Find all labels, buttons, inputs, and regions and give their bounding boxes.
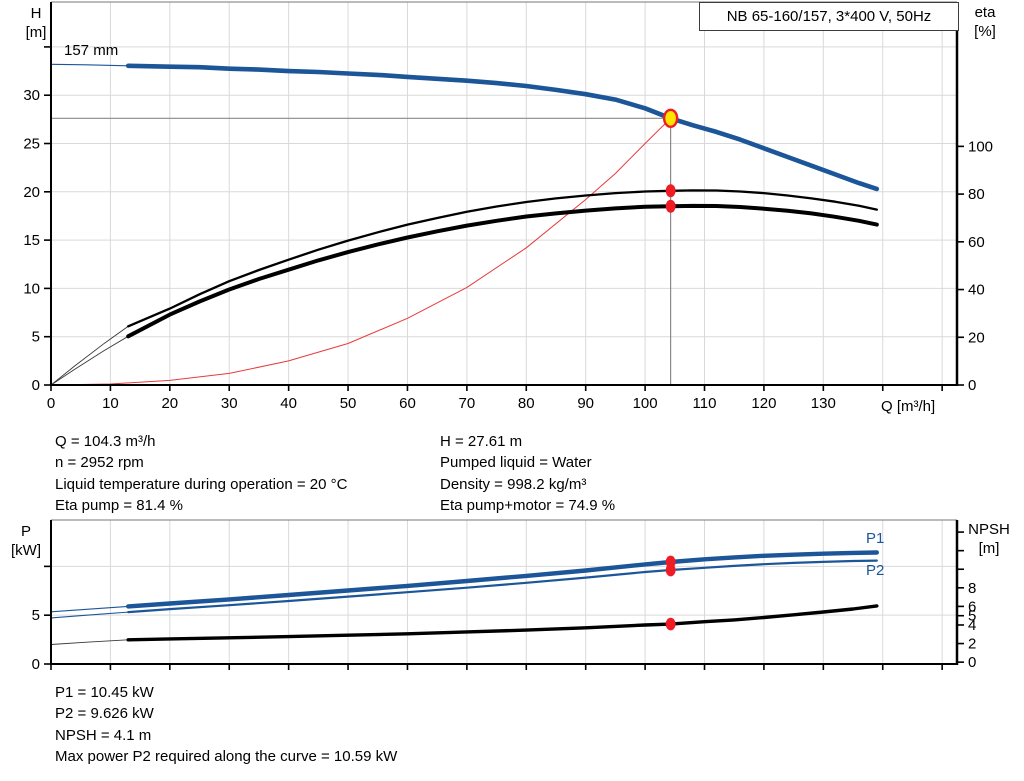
y-left-tick-label: 5 (32, 329, 40, 346)
power-info: P1 = 10.45 kW P2 = 9.626 kW NPSH = 4.1 m… (55, 682, 397, 767)
y-right-tick-label: 80 (968, 186, 985, 203)
npsh-point (665, 617, 676, 631)
y-right-tick-label: 6 (968, 598, 976, 615)
y-left-tick-label: 5 (32, 607, 40, 624)
eta-pump-motor-curve (126, 203, 879, 339)
p1-curve-lead (50, 605, 129, 613)
eta-pump-motor-lead (50, 335, 129, 386)
p2-curve-lead (50, 611, 129, 619)
x-tick-label: 50 (340, 395, 357, 412)
pumped-liquid-value: Pumped liquid = Water (440, 454, 592, 472)
y-right-tick-label: 100 (968, 138, 993, 155)
y-right-tick-label: 0 (968, 654, 976, 671)
x-tick-label: 80 (518, 395, 535, 412)
eta-pump-value: Eta pump = 81.4 % (55, 496, 183, 514)
y-right-tick-label: 4 (968, 617, 976, 634)
y-right-tick-label: 60 (968, 234, 985, 251)
p1-curve (125, 550, 879, 609)
x-tick-label: 0 (47, 395, 55, 412)
x-tick-label: 40 (280, 395, 297, 412)
qh-curve-lead (50, 63, 129, 67)
density-value: Density = 998.2 kg/m³ (440, 475, 587, 493)
h-axis-label: H [m] (25, 5, 47, 41)
x-tick-label: 60 (399, 395, 416, 412)
flow-value: Q = 104.3 m³/h (55, 433, 156, 450)
y-right-tick-label: 0 (968, 377, 976, 394)
liquid-temperature-value: Liquid temperature during operation = 20… (55, 475, 348, 493)
eta-pump-lead (50, 325, 129, 386)
x-tick-label: 10 (102, 395, 119, 412)
duty-point (662, 108, 679, 129)
p-axis-label: P [kW] (11, 523, 41, 559)
y-left-tick-label: 10 (23, 280, 40, 297)
y-right-tick-label: 40 (968, 282, 985, 299)
eta-pump-motor-point (665, 199, 676, 213)
y-left-tick-label: 0 (32, 656, 40, 673)
eta-pump-motor-value: Eta pump+motor = 74.9 % (440, 496, 616, 514)
eta-axis-label: eta [%] (974, 4, 996, 40)
duty-info-left: Q = 104.3 m³/h n = 2952 rpm Liquid tempe… (55, 431, 347, 516)
impeller-diameter-label: 157 mm (64, 42, 119, 59)
p2-curve-label: P2 (866, 562, 885, 579)
x-tick-label: 100 (633, 395, 658, 412)
y-left-tick-label: 25 (23, 136, 40, 153)
max-power-value: Max power P2 required along the curve = … (55, 747, 398, 765)
y-right-tick-label: 8 (968, 580, 976, 597)
npsh-axis-label: NPSH [m] (968, 521, 1010, 557)
system-curve (50, 117, 672, 386)
pump-title-box: NB 65-160/157, 3*400 V, 50Hz (699, 2, 959, 31)
y-left-tick-label: 15 (23, 232, 40, 249)
npsh-value: NPSH = 4.1 m (55, 726, 152, 744)
y-left-tick-label: 20 (23, 184, 40, 201)
x-tick-label: 30 (221, 395, 238, 412)
npsh-curve-lead (50, 639, 129, 645)
x-tick-label: 70 (459, 395, 476, 412)
y-left-tick-label: 0 (32, 377, 40, 394)
y-right-tick-label: 2 (968, 636, 976, 653)
p1-value: P1 = 10.45 kW (55, 684, 154, 701)
x-tick-label: 130 (811, 395, 836, 412)
y-left-tick-label: 30 (23, 87, 40, 104)
y-right-tick-label: 5 (968, 608, 976, 625)
q-axis-label: Q [m³/h] (881, 398, 936, 415)
qh-curve (125, 63, 880, 192)
x-tick-label: 20 (161, 395, 178, 412)
p2-value: P2 = 9.626 kW (55, 705, 154, 723)
x-tick-label: 120 (751, 395, 776, 412)
x-tick-label: 110 (693, 395, 717, 412)
p1-curve-label: P1 (866, 530, 885, 547)
duty-info-right: H = 27.61 m Pumped liquid = Water Densit… (440, 431, 615, 516)
head-value: H = 27.61 m (440, 433, 523, 450)
p2-curve (127, 559, 878, 614)
p2-point (665, 563, 676, 577)
y-right-tick-label: 20 (968, 329, 985, 346)
x-tick-label: 90 (577, 395, 594, 412)
eta-pump-point (665, 184, 676, 198)
speed-value: n = 2952 rpm (55, 454, 144, 472)
eta-pump-curve (127, 189, 878, 328)
npsh-curve (126, 604, 879, 642)
